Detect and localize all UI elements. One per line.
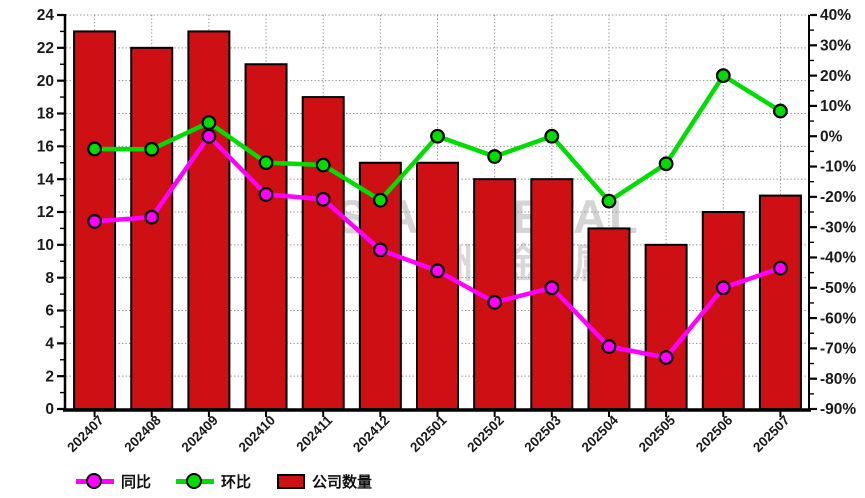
y-right-tick-label: -80%	[820, 371, 856, 388]
bar-companies-202501	[416, 161, 459, 410]
x-tick-label-202407: 202407	[64, 413, 106, 455]
y-right-tick-label: 0%	[820, 128, 843, 145]
line-series-mom	[87, 68, 788, 209]
x-tick-label-202411: 202411	[293, 412, 335, 454]
y-left-tick-label: 0	[45, 401, 54, 418]
yoy-point-202501	[430, 263, 445, 279]
mom-point-202410	[258, 155, 274, 170]
x-tick-label-202502: 202502	[464, 413, 506, 455]
mom-point-202408	[144, 141, 160, 157]
ticks-layer	[57, 13, 817, 417]
bar-companies-202410	[244, 63, 288, 410]
yoy-point-202411	[315, 191, 331, 207]
yoy-point-202410	[258, 187, 274, 202]
y-left-tick-label: 22	[37, 40, 54, 57]
y-left-tick-label: 18	[37, 106, 55, 123]
x-tick-label-202410: 202410	[236, 413, 278, 455]
legend-item-companies: 公司数量	[277, 471, 372, 491]
bar-companies-202409	[187, 30, 231, 411]
yoy-point-202506	[715, 280, 731, 296]
axes-layer	[63, 14, 811, 412]
line-series-yoy	[87, 128, 788, 365]
companies-bar-swatch-icon	[277, 473, 305, 489]
y-right-tick-label: -90%	[820, 401, 856, 418]
y-left-tick-label: 10	[37, 237, 54, 254]
bars-layer	[73, 30, 802, 411]
mom-point-202411	[315, 157, 331, 173]
bar-companies-202504	[587, 227, 631, 410]
x-tick-label-202506: 202506	[693, 412, 736, 455]
bar-companies-202506	[701, 211, 745, 410]
y-left-tick-label: 20	[37, 73, 54, 90]
y-right-tick-label: 20%	[820, 68, 851, 85]
x-tick-label-202503: 202503	[521, 412, 564, 455]
y-right-tick-label: -40%	[820, 250, 856, 267]
yoy-point-202504	[601, 339, 617, 354]
mom-line-marker-icon	[176, 473, 214, 490]
y-right-tick-label: 10%	[820, 98, 851, 115]
mom-point-202503	[544, 128, 560, 144]
y-left-tick-label: 16	[37, 139, 55, 156]
x-tick-label-202507: 202507	[750, 413, 792, 455]
yoy-point-202505	[658, 350, 674, 365]
mom-point-202507	[773, 103, 788, 119]
x-tick-label-202504: 202504	[579, 412, 622, 455]
mom-point-202504	[601, 193, 617, 209]
y-right-tick-label: -70%	[820, 341, 856, 358]
mom-point-202506	[715, 68, 731, 84]
legend-item-mom: 环比	[176, 471, 251, 491]
y-right-tick-label: -20%	[820, 189, 856, 206]
y-left-tick-label: 14	[37, 171, 55, 188]
y-left-tick-label: 8	[45, 270, 54, 287]
yoy-point-202409	[201, 128, 217, 144]
watermark-brand-text: ASIAN METAL	[300, 190, 640, 243]
yoy-point-202502	[487, 294, 503, 310]
yoy-point-202507	[773, 260, 788, 276]
bar-companies-202411	[301, 96, 345, 410]
mom-point-202505	[658, 156, 674, 172]
y-right-tick-label: -60%	[820, 310, 856, 327]
y-left-tick-label: 24	[37, 7, 55, 24]
bar-companies-202507	[758, 194, 802, 410]
yoy-point-202412	[372, 242, 388, 258]
legend-item-yoy: 同比	[76, 471, 151, 491]
yoy-point-202408	[144, 209, 160, 225]
x-tick-label-202412: 202412	[350, 413, 392, 455]
x-tick-label-202505: 202505	[636, 412, 679, 455]
legend-label-yoy: 同比	[121, 473, 152, 491]
y-left-tick-label: 4	[45, 336, 54, 353]
y-left-tick-label: 6	[45, 303, 54, 320]
y-right-tick-label: -30%	[820, 219, 856, 236]
mom-point-202501	[430, 128, 445, 144]
mom-legend-dot-icon	[186, 473, 202, 489]
x-tick-label-202409: 202409	[179, 413, 221, 455]
mom-point-202502	[487, 149, 503, 164]
mom-point-202412	[372, 192, 388, 208]
bar-companies-202505	[644, 243, 688, 410]
y-right-tick-label: -10%	[820, 159, 856, 176]
y-right-tick-label: 40%	[820, 7, 851, 24]
yoy-line-marker-icon	[76, 473, 114, 490]
yoy-point-202503	[544, 280, 560, 296]
yoy-legend-dot-icon	[86, 473, 102, 489]
bar-companies-202408	[130, 46, 174, 410]
x-tick-label-202501: 202501	[407, 412, 450, 455]
y-right-tick-label: -50%	[820, 280, 856, 297]
legend-label-mom: 环比	[221, 473, 252, 491]
mom-point-202409	[201, 115, 217, 130]
x-tick-label-202408: 202408	[121, 412, 164, 455]
y-right-tick-label: 30%	[820, 38, 851, 55]
legend-label-companies: 公司数量	[312, 473, 373, 491]
mom-point-202407	[87, 141, 102, 157]
y-left-tick-label: 12	[37, 204, 54, 221]
yoy-point-202407	[87, 213, 102, 229]
y-left-tick-label: 2	[45, 368, 54, 385]
